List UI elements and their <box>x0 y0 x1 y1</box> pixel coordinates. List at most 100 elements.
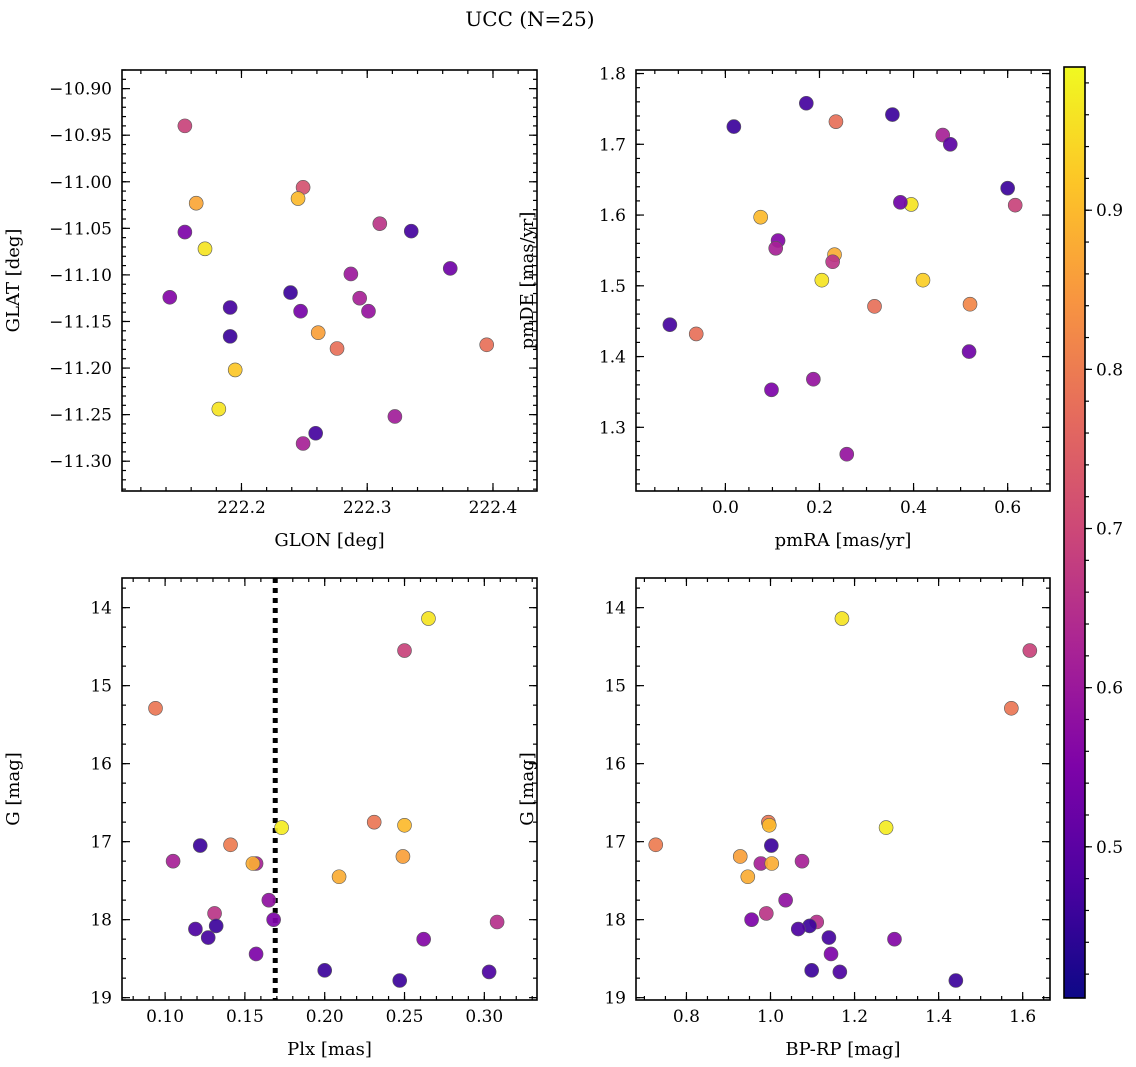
x-tick-label: 1.2 <box>841 1007 868 1027</box>
colorbar-tick-label: 0.7 <box>1096 520 1123 540</box>
x-axis-label: pmRA [mas/yr] <box>775 530 912 551</box>
data-point <box>211 401 227 417</box>
data-point <box>343 266 359 282</box>
data-point <box>266 912 281 927</box>
data-point <box>245 856 261 871</box>
y-tick-label: −11.15 <box>49 312 112 332</box>
data-point <box>366 814 382 830</box>
data-point <box>878 820 894 835</box>
data-point <box>764 856 780 871</box>
y-tick-label: 1.8 <box>599 65 626 85</box>
colorbar-frame <box>1063 66 1086 999</box>
data-point <box>392 973 408 988</box>
data-point <box>416 931 431 947</box>
x-tick-label: 222.2 <box>217 498 266 518</box>
x-tick-label: 1.4 <box>925 1007 952 1027</box>
data-point <box>165 853 181 869</box>
data-point <box>222 329 238 344</box>
data-point <box>421 611 436 626</box>
data-point <box>293 303 308 319</box>
y-tick-label: 14 <box>90 599 112 619</box>
data-point <box>823 946 839 962</box>
y-axis-label: pmDE [mas/yr] <box>517 212 538 350</box>
axes-frame <box>635 577 1051 1001</box>
colorbar-tick-label: 0.6 <box>1096 679 1123 699</box>
data-point <box>1007 197 1023 213</box>
x-tick-label: 0.8 <box>673 1007 700 1027</box>
data-point <box>744 912 759 927</box>
data-point <box>283 285 298 300</box>
x-tick-label: 0.15 <box>226 1007 264 1027</box>
data-point <box>372 216 388 231</box>
x-tick-label: 222.4 <box>469 498 518 518</box>
y-tick-label: −10.95 <box>49 126 112 146</box>
data-point <box>834 611 850 626</box>
data-point <box>317 963 333 978</box>
data-point <box>839 446 855 462</box>
y-tick-label: 16 <box>604 755 626 775</box>
data-point <box>948 973 964 988</box>
axes-frame <box>635 69 1051 492</box>
data-point <box>832 964 848 980</box>
data-point <box>248 946 264 962</box>
data-point <box>764 838 779 853</box>
y-tick-label: −11.30 <box>49 452 112 472</box>
data-point <box>825 254 840 270</box>
data-point <box>192 838 208 853</box>
y-tick-label: 18 <box>604 911 626 931</box>
data-point <box>188 195 204 211</box>
data-point <box>290 191 306 206</box>
data-point <box>867 299 882 314</box>
data-point <box>207 906 222 921</box>
data-point <box>1004 700 1019 716</box>
data-point <box>761 817 777 833</box>
data-point <box>885 107 900 122</box>
colorbar: 0.5 0.6 0.7 0.8 0.9 <box>1063 66 1123 999</box>
y-tick-label: −11.00 <box>49 173 112 193</box>
y-axis-label: G [mag] <box>517 752 538 825</box>
data-point <box>200 930 216 945</box>
data-point <box>331 869 347 885</box>
y-tick-label: −11.05 <box>49 219 112 239</box>
data-point <box>821 930 837 945</box>
data-point <box>397 817 412 833</box>
x-tick-label: 0.2 <box>806 498 833 518</box>
y-axis-label: GLAT [deg] <box>3 229 24 333</box>
data-point <box>403 223 419 239</box>
y-tick-label: 1.3 <box>599 418 626 438</box>
data-point <box>828 114 844 129</box>
colorbar-tick-label: 0.5 <box>1096 838 1123 858</box>
data-point <box>942 136 958 152</box>
y-tick-label: 1.7 <box>599 135 626 155</box>
y-tick-label: 1.4 <box>599 348 626 368</box>
data-point <box>387 409 403 424</box>
y-axis-label: G [mag] <box>3 752 24 825</box>
data-point <box>295 436 311 451</box>
data-point <box>177 224 193 240</box>
colorbar-tick-label: 0.9 <box>1096 201 1123 221</box>
panel-plx-g: 0.10 0.15 0.20 0.25 0.30 14 15 16 17 18 19 Plx [mas… <box>3 577 538 1060</box>
axes-frame <box>121 69 538 492</box>
data-point <box>740 869 756 885</box>
data-point <box>148 700 163 716</box>
data-point <box>778 892 793 908</box>
x-axis-label: Plx [mas] <box>287 1039 372 1060</box>
data-point <box>962 296 978 312</box>
data-point <box>688 326 704 342</box>
data-point <box>732 849 748 864</box>
x-tick-label: 1.0 <box>757 1007 784 1027</box>
data-point <box>274 820 289 835</box>
data-point <box>310 325 326 340</box>
panel-pmra-pmde: 0.0 0.2 0.4 0.6 1.3 1.4 1.5 1.6 1.7 1.8 pmRA [mas/… <box>517 65 1051 551</box>
data-point <box>223 837 238 853</box>
y-tick-label: 19 <box>604 989 626 1009</box>
data-point <box>479 337 494 353</box>
data-point <box>352 290 367 306</box>
data-point <box>489 914 505 930</box>
data-point <box>1000 180 1015 196</box>
data-point <box>648 837 664 853</box>
plot-panels: 222.2 222.3 222.4 −10.90 −10.95 −11.00 −11.05 −… <box>3 65 1051 1060</box>
y-tick-label: −11.10 <box>49 266 112 286</box>
data-point <box>893 195 908 210</box>
